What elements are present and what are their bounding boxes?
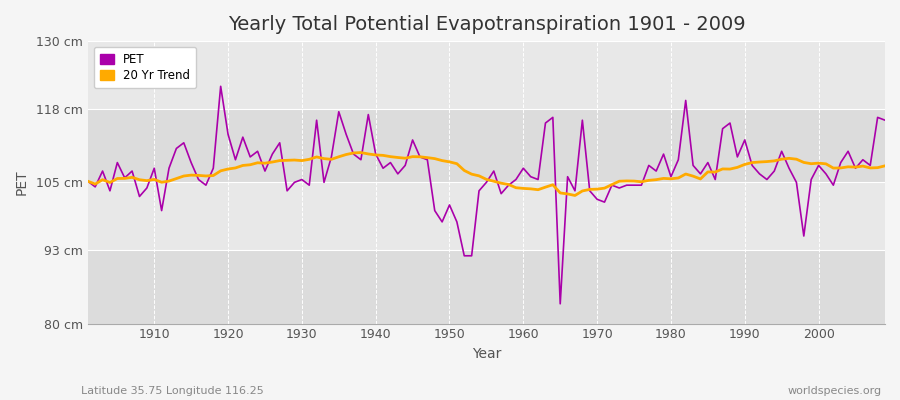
Bar <box>88 109 885 182</box>
Bar <box>88 41 885 109</box>
Y-axis label: PET: PET <box>15 170 29 195</box>
Text: Latitude 35.75 Longitude 116.25: Latitude 35.75 Longitude 116.25 <box>81 386 264 396</box>
X-axis label: Year: Year <box>472 347 501 361</box>
Legend: PET, 20 Yr Trend: PET, 20 Yr Trend <box>94 47 196 88</box>
Bar <box>88 250 885 324</box>
Text: worldspecies.org: worldspecies.org <box>788 386 882 396</box>
Title: Yearly Total Potential Evapotranspiration 1901 - 2009: Yearly Total Potential Evapotranspiratio… <box>228 15 745 34</box>
Bar <box>88 182 885 250</box>
